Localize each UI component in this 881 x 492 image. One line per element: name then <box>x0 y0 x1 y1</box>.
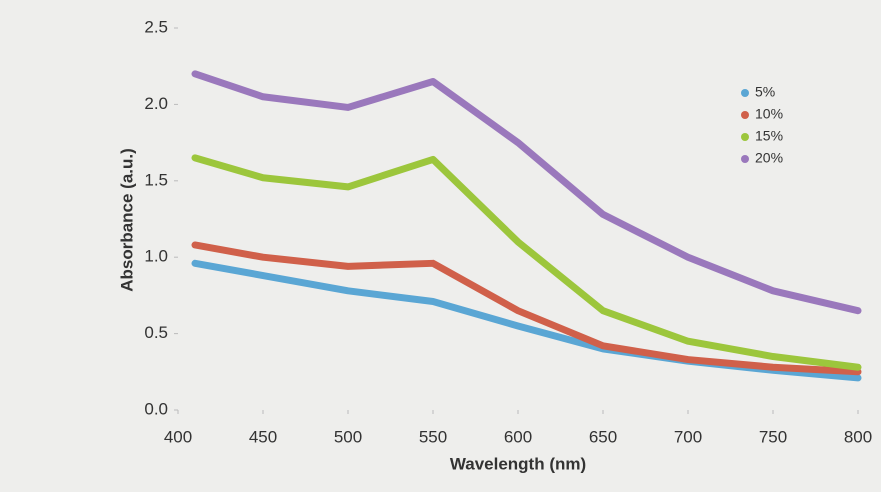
y-tick-label: 2.0 <box>144 94 168 113</box>
legend-label: 20% <box>755 150 783 166</box>
x-axis-title: Wavelength (nm) <box>450 454 586 473</box>
y-tick-label: 1.0 <box>144 247 168 266</box>
legend-marker <box>741 133 749 141</box>
series-line <box>191 241 862 376</box>
series-line <box>191 70 862 315</box>
y-axis-title: Absorbance (a.u.) <box>117 148 136 292</box>
x-tick-label: 750 <box>759 427 787 446</box>
legend-marker <box>741 89 749 97</box>
legend-marker <box>741 111 749 119</box>
y-tick-label: 2.5 <box>144 17 168 36</box>
y-tick-label: 0.0 <box>144 399 168 418</box>
legend-marker <box>741 155 749 163</box>
x-tick-label: 700 <box>674 427 702 446</box>
x-tick-label: 800 <box>844 427 872 446</box>
legend-label: 5% <box>755 84 775 100</box>
series-line <box>191 259 862 382</box>
x-tick-label: 500 <box>334 427 362 446</box>
y-tick-label: 1.5 <box>144 170 168 189</box>
series-line <box>191 154 862 371</box>
y-tick-label: 0.5 <box>144 323 168 342</box>
x-tick-label: 600 <box>504 427 532 446</box>
x-tick-label: 400 <box>164 427 192 446</box>
x-tick-label: 650 <box>589 427 617 446</box>
legend-label: 10% <box>755 106 783 122</box>
x-tick-label: 550 <box>419 427 447 446</box>
x-tick-label: 450 <box>249 427 277 446</box>
legend-label: 15% <box>755 128 783 144</box>
